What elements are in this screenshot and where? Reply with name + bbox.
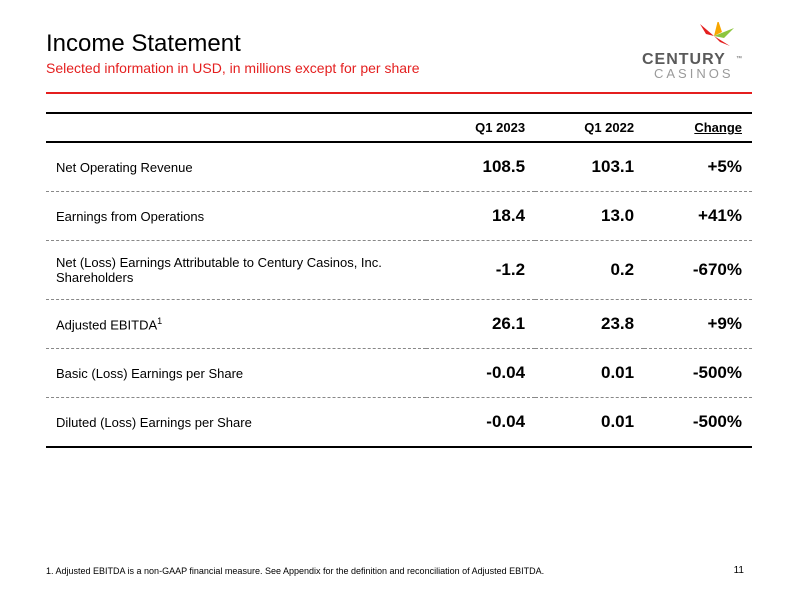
row-value-q1_2023: -0.04: [426, 398, 535, 448]
row-label: Net Operating Revenue: [46, 142, 426, 192]
income-table-wrap: Q1 2023 Q1 2022 Change Net Operating Rev…: [46, 112, 752, 448]
row-value-q1_2022: 103.1: [535, 142, 644, 192]
row-value-q1_2022: 0.2: [535, 241, 644, 300]
table-header-row: Q1 2023 Q1 2022 Change: [46, 113, 752, 142]
footnote: 1. Adjusted EBITDA is a non-GAAP financi…: [46, 566, 544, 576]
col-blank: [46, 113, 426, 142]
row-value-q1_2023: 18.4: [426, 192, 535, 241]
row-value-q1_2022: 13.0: [535, 192, 644, 241]
table-row: Net Operating Revenue108.5103.1+5%: [46, 142, 752, 192]
svg-text:CASINOS: CASINOS: [654, 66, 734, 81]
svg-text:™: ™: [736, 55, 742, 62]
row-value-change: -500%: [644, 398, 752, 448]
row-label: Net (Loss) Earnings Attributable to Cent…: [46, 241, 426, 300]
table-row: Basic (Loss) Earnings per Share-0.040.01…: [46, 349, 752, 398]
row-value-q1_2022: 23.8: [535, 300, 644, 349]
col-q1-2023: Q1 2023: [426, 113, 535, 142]
row-value-q1_2023: -1.2: [426, 241, 535, 300]
row-value-change: +9%: [644, 300, 752, 349]
row-value-change: +5%: [644, 142, 752, 192]
row-value-q1_2023: 26.1: [426, 300, 535, 349]
row-value-change: -670%: [644, 241, 752, 300]
income-statement-table: Q1 2023 Q1 2022 Change Net Operating Rev…: [46, 112, 752, 448]
table-row: Adjusted EBITDA126.123.8+9%: [46, 300, 752, 349]
col-q1-2022: Q1 2022: [535, 113, 644, 142]
table-row: Diluted (Loss) Earnings per Share-0.040.…: [46, 398, 752, 448]
row-value-change: -500%: [644, 349, 752, 398]
row-label: Diluted (Loss) Earnings per Share: [46, 398, 426, 448]
row-label: Earnings from Operations: [46, 192, 426, 241]
century-casinos-logo: CENTURY ™ CASINOS: [632, 22, 752, 82]
row-value-q1_2023: -0.04: [426, 349, 535, 398]
row-value-change: +41%: [644, 192, 752, 241]
header-rule: [46, 92, 752, 94]
row-label: Basic (Loss) Earnings per Share: [46, 349, 426, 398]
table-row: Net (Loss) Earnings Attributable to Cent…: [46, 241, 752, 300]
table-row: Earnings from Operations18.413.0+41%: [46, 192, 752, 241]
row-value-q1_2023: 108.5: [426, 142, 535, 192]
col-change: Change: [644, 113, 752, 142]
row-value-q1_2022: 0.01: [535, 398, 644, 448]
row-value-q1_2022: 0.01: [535, 349, 644, 398]
page-number: 11: [734, 565, 744, 576]
row-label: Adjusted EBITDA1: [46, 300, 426, 349]
